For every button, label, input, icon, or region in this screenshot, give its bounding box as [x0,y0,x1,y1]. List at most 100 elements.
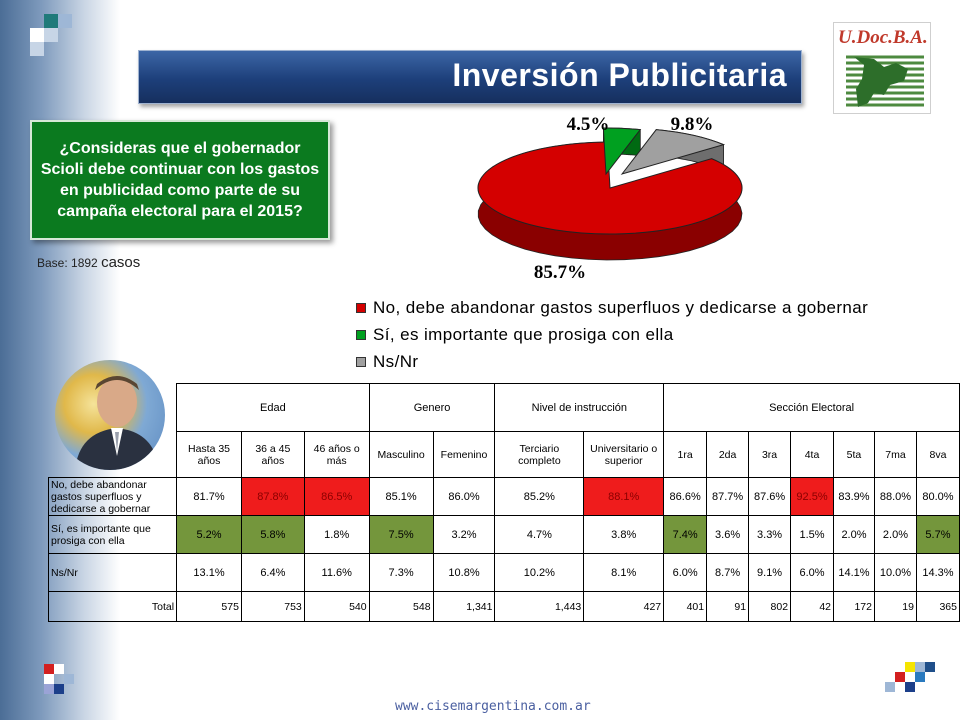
table-column-header-row: Hasta 35 años 36 a 45 años 46 años o más Ma… [49,431,960,478]
legend-label: Ns/Nr [373,351,419,371]
person-icon [75,376,159,470]
table-group-header: Sección Electoral [663,383,960,432]
table-column-header: 8va [915,431,960,478]
table-row: Total 575 753 540 548 1,341 1,443 427 401 91 802 42… [47,591,960,622]
legend-swatch [356,329,366,340]
table-cell: 87.6% [748,477,792,516]
table-row: Ns/Nr 13.1% 6.4% 11.6% 7.3% 10.8% 10.2% 8.1% 6.0… [47,553,960,592]
table-column-header: 1ra [663,431,708,478]
base-unit: casos [101,254,141,271]
table-cell: 6.0% [663,553,708,592]
table-cell: 5.2% [176,515,242,554]
table-cell: 427 [583,591,665,622]
pie-slice-no [477,141,743,235]
pie-slice-si-label: 4.5% [567,114,610,135]
table-cell: 802 [748,591,792,622]
table-cell: 575 [176,591,242,622]
table-cell: 10.0% [873,553,917,592]
legend-item-nsnr: Ns/Nr [356,348,868,375]
table-cell: 85.1% [368,477,434,516]
base-sample: Base: 1892 casos [37,254,140,271]
table-row-label: Total [47,591,178,622]
table-cell: 13.1% [176,553,242,592]
table-cell: 1,341 [432,591,496,622]
table-cell: 11.6% [303,553,370,592]
table-cell: 1,443 [494,591,585,622]
table-cell: 10.2% [494,553,585,592]
table-column-header: 3ra [748,431,792,478]
pie-slice-nsnr [620,129,726,175]
table-cell: 2.0% [833,515,875,554]
governor-photo [55,360,165,470]
table-cell: 83.9% [833,477,875,516]
table-cell: 5.7% [915,515,960,554]
table-cell: 7.5% [368,515,434,554]
pie-slice-nsnr-label: 9.8% [671,114,714,135]
table-column-header: Universitario o superior [583,431,665,478]
table-column-header: 2da [706,431,750,478]
pie-slice-si [602,127,642,176]
pie-slice-no-label: 85.7% [534,262,586,283]
table-cell: 3.3% [748,515,792,554]
table-cell: 401 [663,591,708,622]
table-cell: 87.8% [240,477,305,516]
table-cell: 3.6% [706,515,750,554]
table-cell: 1.8% [303,515,370,554]
table-cell: 86.6% [663,477,708,516]
table-row: Sí, es importante que prosiga con ella 5.… [47,515,960,554]
table-cell: 6.0% [790,553,834,592]
table-cell: 80.0% [915,477,960,516]
table-column-header: Hasta 35 años [176,431,242,478]
table-cell: 540 [303,591,370,622]
table-cell: 8.7% [706,553,750,592]
title-bar: Inversión Publicitaria [138,50,802,104]
table-cell: 10.8% [432,553,496,592]
table-cell: 42 [790,591,834,622]
legend-swatch [356,356,366,367]
pie-chart: 85.7% 4.5% 9.8% [477,114,743,283]
table-column-header: 5ta [833,431,875,478]
table-cell: 9.1% [748,553,792,592]
legend-label: No, debe abandonar gastos superfluos y d… [373,297,869,317]
table-cell: 86.5% [303,477,370,516]
table-column-header: 4ta [790,431,834,478]
table-cell: 14.3% [915,553,960,592]
table-cell: 19 [873,591,917,622]
table-cell: 8.1% [583,553,665,592]
logo: U.Doc.B.A. [833,22,931,114]
table-cell: 5.8% [240,515,305,554]
table-group-header: Genero [368,383,496,432]
legend-label: Sí, es importante que prosiga con ella [373,324,674,344]
page-title: Inversión Publicitaria [452,57,787,93]
table-column-header: 36 a 45 años [240,431,305,478]
table-cell: 1.5% [790,515,834,554]
table-cell: 172 [833,591,875,622]
table-cell: 81.7% [176,477,242,516]
table-cell: 7.3% [368,553,434,592]
table-cell: 2.0% [873,515,917,554]
logo-map-icon [846,55,924,107]
table-cell: 14.1% [833,553,875,592]
table-cell: 4.7% [494,515,585,554]
table-column-header: Terciario completo [494,431,585,478]
table-cell: 3.2% [432,515,496,554]
table-column-header: Masculino [368,431,434,478]
table-cell: 3.8% [583,515,665,554]
table-cell: 88.1% [583,477,665,516]
base-label: Base: 1892 [37,256,98,270]
footer-url[interactable]: www.cisemargentina.com.ar [395,699,591,714]
legend-item-no: No, debe abandonar gastos superfluos y d… [356,294,868,321]
table-group-header: Nivel de instrucción [494,383,665,432]
legend-item-si: Sí, es importante que prosiga con ella [356,321,868,348]
table-row-label: Sí, es importante que prosiga con ella [47,515,178,554]
table-cell: 86.0% [432,477,496,516]
question-text: ¿Consideras que el gobernador Scioli deb… [40,140,320,220]
table-cell: 87.7% [706,477,750,516]
table-column-header: 7ma [873,431,917,478]
table-cell: 92.5% [790,477,834,516]
table-cell: 548 [368,591,434,622]
crosstab-table: Edad Genero Nivel de instrucción Sección El… [47,383,960,622]
legend-swatch [356,302,366,313]
table-row: No, debe abandonar gastos superfluos y d… [47,477,960,516]
table-cell: 6.4% [240,553,305,592]
